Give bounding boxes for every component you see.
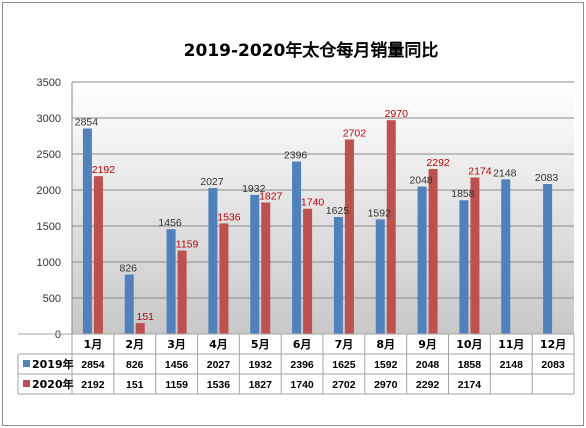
bars (82, 120, 553, 334)
data-label: 2083 (535, 172, 559, 184)
data-label: 2970 (385, 108, 409, 120)
data-label: 1456 (158, 217, 182, 229)
data-label: 2396 (284, 149, 308, 161)
table-cell: 1932 (249, 359, 273, 371)
table-cell: 151 (126, 379, 144, 391)
data-label: 1858 (451, 188, 475, 200)
data-label: 1536 (217, 211, 241, 223)
table-cell: 1858 (458, 359, 482, 371)
bar-2020 (135, 323, 145, 334)
category-label: 4月 (209, 338, 228, 351)
data-labels: 2854 826 1456 2027 1932 2396 1625 1592 2048 1858 2… (75, 108, 559, 323)
bar-2020 (219, 223, 229, 334)
data-label: 2174 (468, 165, 492, 177)
table-cell: 2970 (374, 379, 398, 391)
data-label: 2192 (92, 164, 116, 176)
y-tick-label: 3000 (37, 113, 61, 125)
data-label: 1932 (242, 183, 266, 195)
table-cell: 2083 (541, 359, 565, 371)
category-label: 5月 (251, 338, 270, 351)
bar-2020 (93, 176, 103, 334)
data-label: 2048 (409, 175, 433, 187)
table-cell: 2048 (416, 359, 440, 371)
y-tick-label: 2000 (37, 185, 61, 197)
table-cell: 2292 (416, 379, 440, 391)
y-tick-label: 500 (43, 293, 61, 305)
data-label: 1159 (176, 239, 199, 251)
legend-label: 2019年 (32, 357, 74, 371)
table-cell: 2854 (81, 359, 105, 371)
table-cell: 1456 (165, 359, 189, 371)
bar-2020 (261, 202, 271, 334)
bar-2019 (459, 200, 469, 334)
table-cell: 2174 (458, 379, 482, 391)
data-label: 2292 (426, 157, 450, 169)
legend-swatch (23, 360, 30, 367)
bar-2019 (333, 217, 343, 334)
bar-2020 (177, 250, 187, 334)
bar-2020 (344, 139, 354, 334)
data-label: 151 (136, 311, 154, 323)
bar-2019 (417, 186, 427, 334)
bar-2020 (470, 177, 480, 334)
bar-2019 (124, 274, 134, 334)
category-label: 11月 (498, 338, 524, 351)
category-label: 9月 (418, 338, 437, 351)
bar-2020 (303, 208, 313, 334)
bar-2019 (543, 184, 553, 334)
category-label: 2月 (125, 338, 144, 351)
category-label: 3月 (167, 338, 186, 351)
data-label: 1740 (301, 197, 325, 209)
y-axis: 0 500 1000 1500 2000 2500 3000 3500 (37, 77, 73, 341)
bar-2019 (250, 194, 260, 334)
table-cell: 2148 (500, 359, 524, 371)
bar-2020 (428, 168, 438, 334)
data-label: 1592 (368, 207, 392, 219)
bar-2019 (292, 161, 302, 334)
category-label: 10月 (456, 338, 482, 351)
data-label: 826 (119, 263, 137, 275)
category-label: 8月 (376, 338, 395, 351)
bar-2019 (166, 229, 176, 334)
table-cell: 2702 (332, 379, 356, 391)
table-cell: 1159 (165, 379, 188, 391)
table-cell: 2192 (81, 379, 105, 391)
table-cell: 1592 (374, 359, 398, 371)
data-table: 1月 2月 3月 4月 5月 6月 7月 8月 9月 10月 11月 12月 2019年 2854 826 1… (17, 333, 575, 395)
category-label: 12月 (540, 338, 566, 351)
data-label: 2854 (75, 117, 99, 129)
y-tick-label: 3500 (37, 77, 61, 89)
bar-2019 (375, 219, 385, 334)
gridlines (72, 81, 574, 335)
category-label: 6月 (293, 338, 312, 351)
y-tick-label: 1000 (37, 257, 61, 269)
y-tick-label: 1500 (37, 221, 61, 233)
category-label: 1月 (84, 338, 103, 351)
table-cell: 1740 (290, 379, 314, 391)
table-cell: 2396 (290, 359, 314, 371)
plot-area (72, 82, 574, 334)
legend-swatch (23, 380, 30, 387)
bar-2019 (208, 188, 218, 334)
table-cell: 2027 (207, 359, 231, 371)
table-cell: 826 (126, 359, 144, 371)
legend-label: 2020年 (32, 377, 74, 391)
category-label: 7月 (335, 338, 354, 351)
bar-2019 (82, 128, 92, 334)
y-tick-label: 2500 (37, 149, 61, 161)
data-label: 2027 (200, 176, 224, 188)
bar-2020 (386, 120, 396, 334)
data-label: 1827 (259, 190, 283, 202)
chart-title: 2019-2020年太仓每月销量同比 (184, 40, 439, 61)
table-cell: 1827 (249, 379, 273, 391)
data-label: 2148 (493, 167, 517, 179)
table-cell: 1536 (207, 379, 231, 391)
y-tick-label: 0 (55, 329, 61, 341)
table-cell: 1625 (332, 359, 356, 371)
data-label: 2702 (343, 127, 367, 139)
bar-2019 (501, 179, 511, 334)
data-label: 1625 (326, 205, 350, 217)
